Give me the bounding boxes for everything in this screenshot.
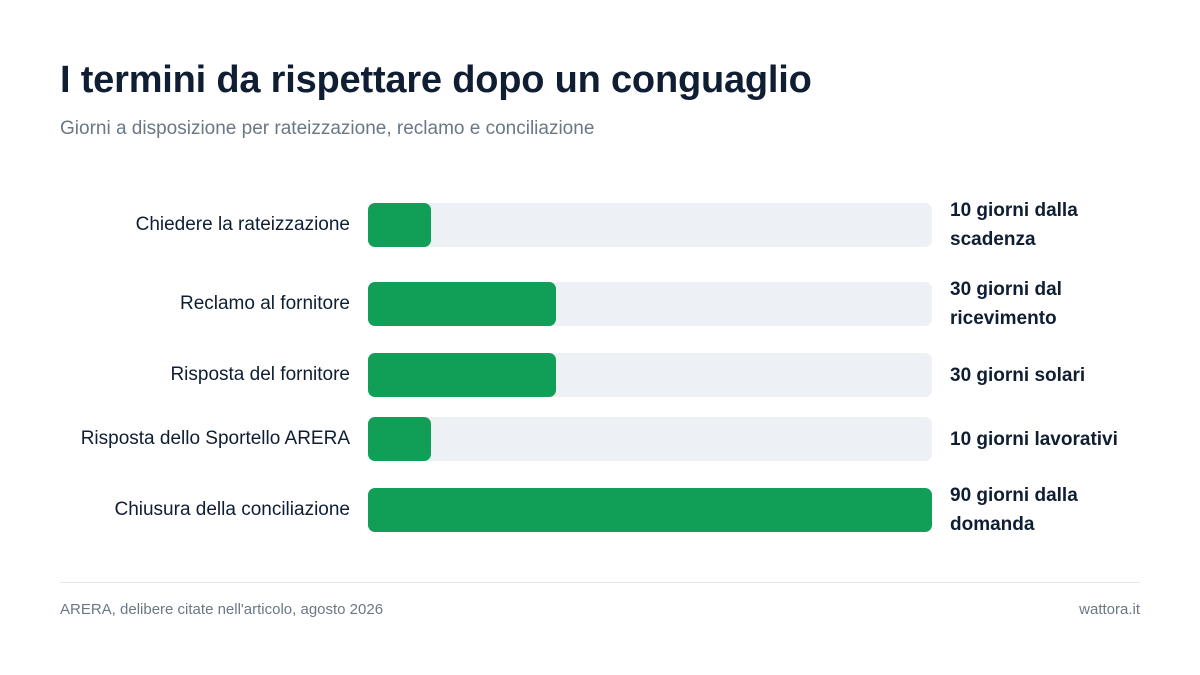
- bar-track: [368, 488, 932, 532]
- bar-track: [368, 353, 932, 397]
- category-label: Risposta dello Sportello ARERA: [80, 428, 350, 449]
- data-label: 30 giorni solari: [950, 365, 1086, 386]
- data-label: 10 giorni lavorativi: [950, 429, 1118, 450]
- category-label: Chiusura della conciliazione: [114, 499, 350, 520]
- chart-title: I termini da rispettare dopo un conguagl…: [60, 59, 812, 101]
- bar-track: [368, 203, 932, 247]
- bar: [368, 488, 932, 532]
- data-label: 10 giorni dalla scadenza: [950, 200, 1078, 250]
- bar: [368, 203, 431, 247]
- category-label: Reclamo al fornitore: [179, 293, 350, 314]
- data-label: 90 giorni dalla domanda: [950, 485, 1078, 535]
- chart-subtitle: Giorni a disposizione per rateizzazione,…: [60, 118, 595, 139]
- bar-track: [368, 282, 932, 326]
- data-label: 30 giorni dal ricevimento: [950, 279, 1062, 329]
- category-label: Risposta del fornitore: [170, 364, 350, 385]
- category-label: Chiedere la rateizzazione: [135, 214, 350, 235]
- bar: [368, 282, 556, 326]
- source-note: ARERA, delibere citate nell'articolo, ag…: [60, 601, 384, 618]
- bar: [368, 417, 431, 461]
- footer-divider: [60, 582, 1140, 583]
- brand-link[interactable]: wattora.it: [1079, 601, 1140, 618]
- bar-track: [368, 417, 932, 461]
- bar: [368, 353, 556, 397]
